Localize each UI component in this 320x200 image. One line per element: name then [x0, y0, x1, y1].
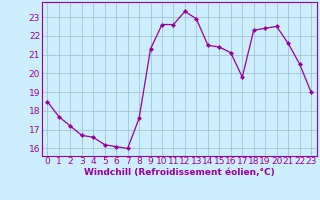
X-axis label: Windchill (Refroidissement éolien,°C): Windchill (Refroidissement éolien,°C) — [84, 168, 275, 177]
